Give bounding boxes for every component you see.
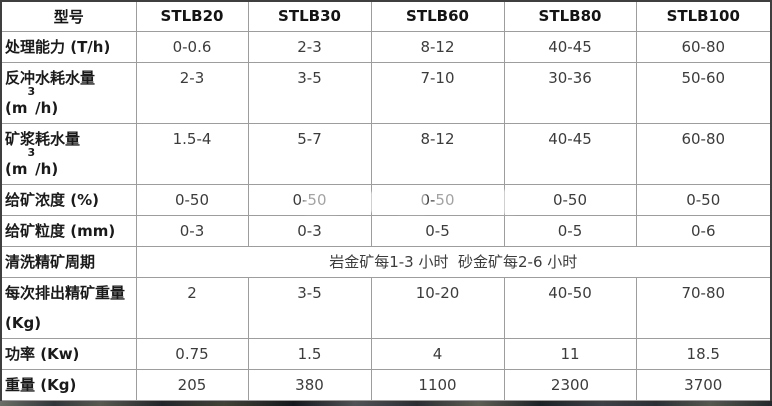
table-cell: 5-7 — [247, 122, 372, 185]
table-row: 给矿粒度 (mm) 0-3 0-3 0-5 0-5 0-6 — [0, 214, 772, 247]
table-cell: 3-5 — [247, 61, 372, 124]
table-cell: 2-3 — [135, 61, 249, 124]
table-row: 反冲水耗水量 (m3/h) 2-3 3-5 7-10 30-36 50-60 — [0, 61, 772, 124]
table-cell: 0-3 — [135, 214, 249, 247]
table-row: 给矿浓度 (%) 0-50 0-50 0-50 0-50 0-50 — [0, 183, 772, 216]
table-cell: 40-45 — [503, 122, 637, 185]
row-label: 给矿粒度 (mm) — [0, 214, 137, 247]
table-cell: 8-12 — [370, 122, 505, 185]
table-cell: 2300 — [503, 368, 637, 401]
table-cell: 3-5 — [247, 276, 372, 339]
table-cell: 60-80 — [635, 122, 772, 185]
col-header-stlb100: STLB100 — [635, 0, 772, 32]
col-header-model: 型号 — [0, 0, 137, 32]
table-cell: 0-50 — [635, 183, 772, 216]
row-label: 功率 (Kw) — [0, 337, 137, 370]
row-label: 给矿浓度 (%) — [0, 183, 137, 216]
table-cell: 4 — [370, 337, 505, 370]
table-row: 清洗精矿周期 岩金矿每1-3 小时 砂金矿每2-6 小时 — [0, 245, 772, 278]
table-cell: 70-80 — [635, 276, 772, 339]
row-label: 清洗精矿周期 — [0, 245, 137, 278]
table-cell: 2 — [135, 276, 249, 339]
spec-table-body: 处理能力 (T/h) 0-0.6 2-3 8-12 40-45 60-80 反冲水耗水量 (… — [0, 30, 772, 406]
spec-table-header: 型号 STLB20 STLB30 STLB60 STLB80 STLB100 — [0, 0, 772, 32]
table-cell: 50-60 — [635, 61, 772, 124]
table-row: 重量 (Kg) 205 380 1100 2300 3700 — [0, 368, 772, 401]
table-cell: 30-36 — [503, 61, 637, 124]
table-cell: 0-3 — [247, 214, 372, 247]
table-cell: 0-50 — [370, 183, 505, 216]
table-cell: 8-12 — [370, 30, 505, 63]
merged-cell: 岩金矿每1-3 小时 砂金矿每2-6 小时 — [135, 245, 772, 278]
table-cell: 3700 — [635, 368, 772, 401]
table-cell: 60-80 — [635, 30, 772, 63]
row-label: 矿浆耗水量 (m3/h) — [0, 122, 137, 185]
row-label: 每次排出精矿重量 (Kg) — [0, 276, 137, 339]
table-cell: 10-20 — [370, 276, 505, 339]
table-cell: 7-10 — [370, 61, 505, 124]
table-row: 矿浆耗水量 (m3/h) 1.5-4 5-7 8-12 40-45 60-80 — [0, 122, 772, 185]
table-row: 每次排出精矿重量 (Kg) 2 3-5 10-20 40-50 70-80 — [0, 276, 772, 339]
table-cell: 0-50 — [135, 183, 249, 216]
header-row: 型号 STLB20 STLB30 STLB60 STLB80 STLB100 — [0, 0, 772, 32]
col-header-stlb60: STLB60 — [370, 0, 505, 32]
row-label: 反冲水耗水量 (m3/h) — [0, 61, 137, 124]
table-cell: 205 — [135, 368, 249, 401]
table-cell: 2-3 — [247, 30, 372, 63]
bottom-image-edge — [0, 401, 772, 406]
col-header-stlb20: STLB20 — [135, 0, 249, 32]
table-cell: 11 — [503, 337, 637, 370]
table-cell: 0-5 — [370, 214, 505, 247]
table-cell: 18.5 — [635, 337, 772, 370]
table-cell: 0.75 — [135, 337, 249, 370]
table-cell: 40-45 — [503, 30, 637, 63]
table-cell: 0-0.6 — [135, 30, 249, 63]
table-cell: 40-50 — [503, 276, 637, 339]
table-row: 处理能力 (T/h) 0-0.6 2-3 8-12 40-45 60-80 — [0, 30, 772, 63]
row-label: 重量 (Kg) — [0, 368, 137, 401]
table-cell: 0-50 — [247, 183, 372, 216]
table-cell: 1.5 — [247, 337, 372, 370]
col-header-stlb30: STLB30 — [247, 0, 372, 32]
table-row: 功率 (Kw) 0.75 1.5 4 11 18.5 — [0, 337, 772, 370]
table-cell: 0-6 — [635, 214, 772, 247]
table-cell: 0-50 — [503, 183, 637, 216]
table-cell: 380 — [247, 368, 372, 401]
row-label: 处理能力 (T/h) — [0, 30, 137, 63]
table-cell: 0-5 — [503, 214, 637, 247]
col-header-stlb80: STLB80 — [503, 0, 637, 32]
table-cell: 1.5-4 — [135, 122, 249, 185]
table-cell: 1100 — [370, 368, 505, 401]
